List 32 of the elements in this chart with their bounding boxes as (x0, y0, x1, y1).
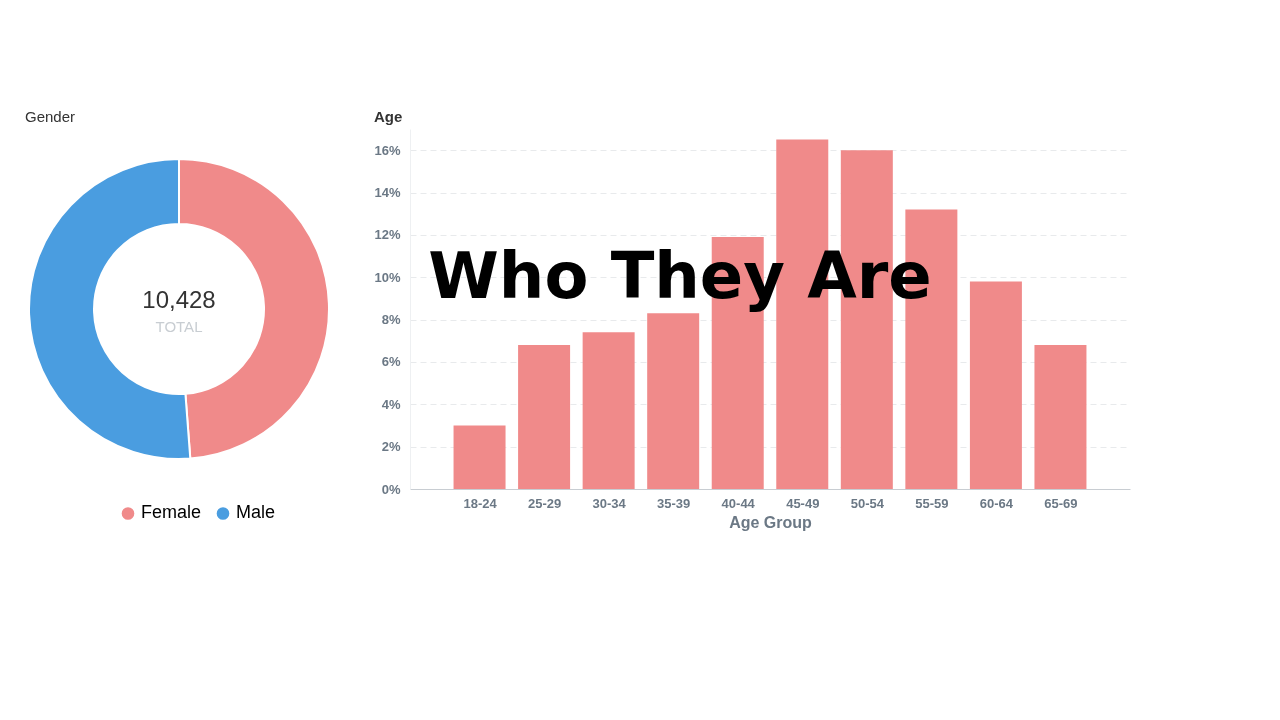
chart-title: Age (373, 108, 403, 125)
y-tick-label: 6% (381, 354, 401, 370)
text: 10,428 (142, 286, 216, 313)
x-axis-title: Age Group (729, 513, 813, 531)
x-tick-label: 30-34 (592, 495, 627, 511)
y-tick-label: 4% (381, 396, 401, 412)
x-tick-label: 25-29 (527, 495, 562, 511)
legend-label: Female (141, 502, 202, 523)
y-tick-label: 10% (374, 269, 401, 285)
x-tick-label: 60-64 (979, 495, 1014, 511)
y-tick-label: 0% (381, 481, 401, 497)
x-tick-label: 55-59 (915, 495, 949, 511)
y-tick-label: 8% (381, 312, 401, 328)
chart-title: Gender (25, 108, 76, 125)
bar (518, 345, 571, 489)
x-tick-label: 50-54 (850, 495, 885, 511)
y-tick-label: 16% (374, 142, 401, 158)
bar (1034, 345, 1087, 489)
x-tick-label: 40-44 (721, 495, 756, 511)
x-tick-label: 45-49 (786, 495, 820, 511)
x-tick-label: 65-69 (1044, 495, 1078, 511)
bar (647, 313, 700, 489)
bar (582, 332, 635, 489)
y-tick-label: 12% (374, 227, 401, 243)
legend-label: Male (236, 502, 276, 523)
bar (453, 425, 506, 489)
y-tick-label: 14% (374, 185, 401, 201)
y-tick-label: 2% (381, 439, 401, 455)
annotation: Who They Are (428, 239, 932, 313)
x-tick-label: 18-24 (463, 495, 498, 511)
bar (969, 281, 1022, 489)
x-tick-label: 35-39 (657, 495, 691, 511)
